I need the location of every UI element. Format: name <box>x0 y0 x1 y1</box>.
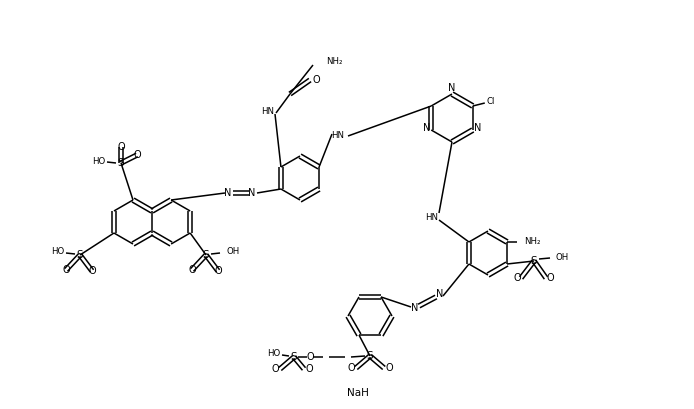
Text: O: O <box>385 363 393 373</box>
Text: OH: OH <box>556 252 569 261</box>
Text: O: O <box>513 273 520 283</box>
Text: HN: HN <box>262 108 275 117</box>
Text: NaH: NaH <box>347 388 369 398</box>
Text: O: O <box>312 75 320 85</box>
Text: O: O <box>271 364 279 374</box>
Text: N: N <box>248 188 255 198</box>
Text: S: S <box>77 250 83 260</box>
Text: O: O <box>62 265 70 275</box>
Text: O: O <box>188 265 196 275</box>
Text: N: N <box>423 123 430 133</box>
Text: N: N <box>448 83 456 93</box>
Text: N: N <box>412 303 418 313</box>
Text: NH₂: NH₂ <box>524 236 541 245</box>
Text: S: S <box>531 256 537 266</box>
Text: HO: HO <box>267 348 280 357</box>
Text: N: N <box>437 289 443 299</box>
Text: O: O <box>306 352 314 362</box>
Text: HN: HN <box>425 213 439 222</box>
Text: N: N <box>474 123 482 133</box>
Text: S: S <box>203 250 210 260</box>
Text: S: S <box>291 352 297 362</box>
Text: O: O <box>88 266 96 276</box>
Text: O: O <box>133 150 141 160</box>
Text: NH₂: NH₂ <box>326 58 343 67</box>
Text: N: N <box>224 188 232 198</box>
Text: S: S <box>366 351 373 361</box>
Text: Cl: Cl <box>486 97 495 106</box>
Text: S: S <box>118 158 124 168</box>
Text: OH: OH <box>227 247 240 256</box>
Text: O: O <box>305 364 313 374</box>
Text: HO: HO <box>51 247 65 256</box>
Text: O: O <box>117 142 125 152</box>
Text: O: O <box>546 273 554 283</box>
Text: O: O <box>214 266 222 276</box>
Text: O: O <box>347 363 355 373</box>
Text: HO: HO <box>92 157 105 166</box>
Text: HN: HN <box>332 132 344 141</box>
